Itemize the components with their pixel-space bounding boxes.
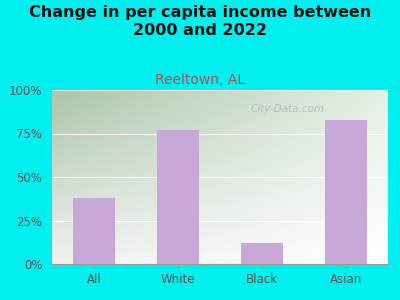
Text: Change in per capita income between
2000 and 2022: Change in per capita income between 2000…	[29, 4, 371, 38]
Bar	[157, 130, 199, 264]
Text: Reeltown, AL: Reeltown, AL	[155, 74, 245, 88]
Text: City-Data.com: City-Data.com	[250, 104, 324, 114]
Bar	[73, 198, 115, 264]
Bar	[325, 120, 367, 264]
Bar	[241, 243, 283, 264]
